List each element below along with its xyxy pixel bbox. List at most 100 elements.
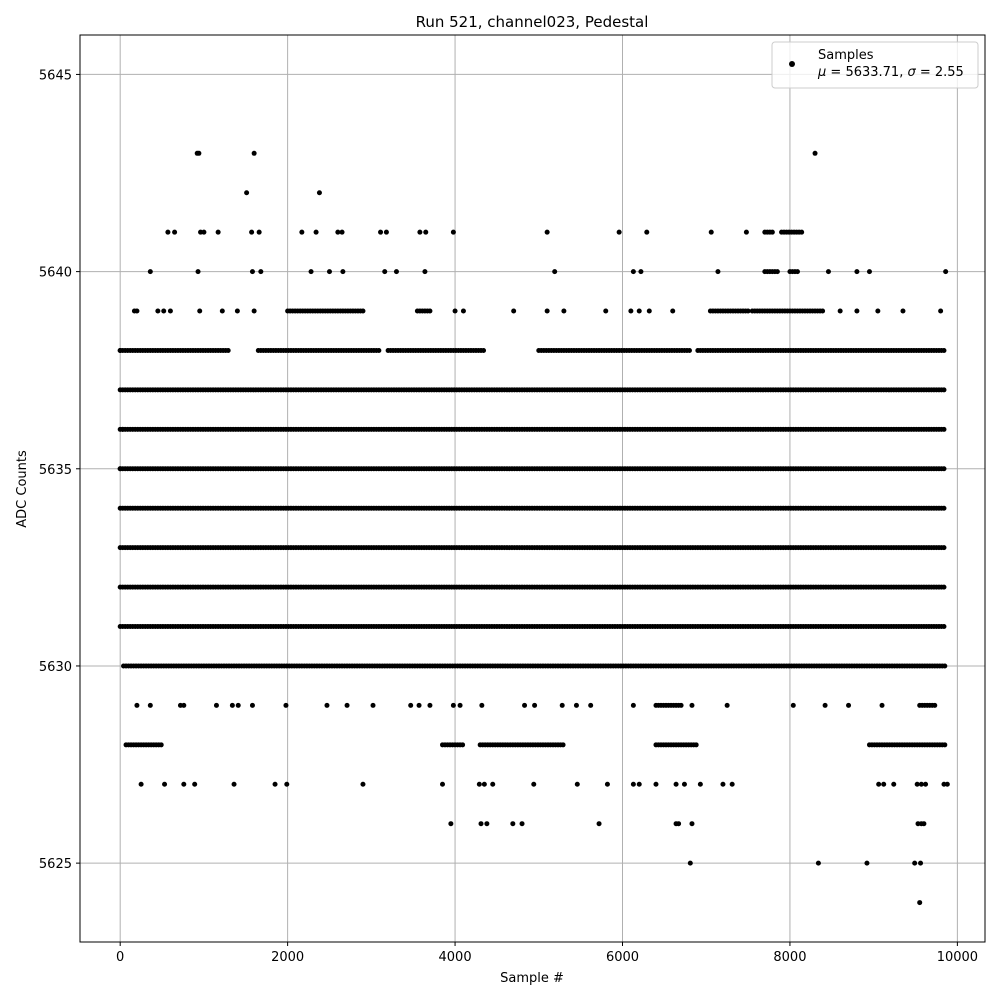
data-point: [344, 702, 350, 708]
data-point: [687, 860, 693, 866]
data-point: [417, 229, 423, 235]
legend-box: [771, 41, 979, 89]
data-point: [891, 781, 897, 787]
data-point: [313, 229, 319, 235]
data-point: [686, 347, 692, 353]
data-point: [370, 702, 376, 708]
data-point: [272, 781, 278, 787]
data-point: [745, 308, 751, 314]
legend-mu-value: = 5633.71,: [826, 65, 907, 80]
data-point: [249, 269, 255, 275]
data-point: [815, 860, 821, 866]
data-point: [560, 742, 566, 748]
x-tick-label: 8000: [773, 950, 806, 965]
data-point: [416, 702, 422, 708]
data-point: [339, 229, 345, 235]
data-point: [644, 229, 650, 235]
data-point: [794, 269, 800, 275]
data-point: [941, 624, 947, 630]
data-point: [820, 308, 826, 314]
data-point: [231, 781, 237, 787]
data-point: [616, 229, 622, 235]
y-tick-label: 5625: [39, 857, 72, 872]
data-point: [942, 742, 948, 748]
data-point: [532, 702, 538, 708]
data-point: [326, 269, 332, 275]
data-point: [636, 308, 642, 314]
data-point: [484, 821, 490, 827]
data-point: [941, 387, 947, 393]
data-point: [561, 308, 567, 314]
data-point: [646, 308, 652, 314]
data-point: [544, 229, 550, 235]
data-point: [932, 702, 938, 708]
y-tick-label: 5645: [39, 68, 72, 83]
data-point: [316, 190, 322, 196]
x-tick-label: 6000: [606, 950, 639, 965]
data-point: [941, 505, 947, 511]
data-point: [181, 702, 187, 708]
y-tick-label: 5635: [39, 463, 72, 478]
data-point: [681, 781, 687, 787]
data-point: [481, 347, 487, 353]
data-point: [875, 308, 881, 314]
data-point: [837, 308, 843, 314]
data-point: [630, 781, 636, 787]
data-point: [729, 781, 735, 787]
data-point: [251, 308, 257, 314]
data-point: [450, 229, 456, 235]
data-point: [559, 702, 565, 708]
data-point: [479, 702, 485, 708]
data-point: [383, 229, 389, 235]
data-point: [942, 663, 948, 669]
data-point: [917, 900, 923, 906]
data-point: [941, 347, 947, 353]
data-point: [423, 229, 429, 235]
data-point: [234, 308, 240, 314]
data-point: [427, 308, 433, 314]
x-tick-label: 0: [116, 950, 124, 965]
data-point: [201, 229, 207, 235]
data-point: [158, 742, 164, 748]
data-point: [490, 781, 496, 787]
data-point: [251, 150, 257, 156]
data-point: [452, 308, 458, 314]
data-point: [628, 308, 634, 314]
data-point: [249, 229, 255, 235]
data-point: [408, 702, 414, 708]
legend-marker: [789, 61, 795, 67]
plot-frame: [79, 34, 986, 943]
data-point: [165, 229, 171, 235]
data-point: [918, 781, 924, 787]
data-point: [881, 781, 887, 787]
data-point: [790, 702, 796, 708]
data-point: [693, 742, 699, 748]
data-point: [769, 229, 775, 235]
data-point: [689, 821, 695, 827]
data-point: [812, 150, 818, 156]
data-point: [450, 702, 456, 708]
data-point: [938, 308, 944, 314]
data-point: [921, 821, 927, 827]
data-point: [196, 150, 202, 156]
data-point: [544, 308, 550, 314]
data-point: [854, 269, 860, 275]
data-point: [522, 702, 528, 708]
data-point: [117, 347, 123, 353]
data-point: [422, 269, 428, 275]
data-point: [825, 269, 831, 275]
data-point: [283, 702, 289, 708]
data-point: [476, 781, 482, 787]
data-point: [155, 308, 161, 314]
data-point: [117, 466, 123, 472]
data-point: [636, 781, 642, 787]
y-axis-label: ADC Counts: [15, 450, 30, 528]
data-point: [510, 821, 516, 827]
data-point: [854, 308, 860, 314]
data-point: [552, 269, 558, 275]
legend-mu-symbol: μ: [817, 65, 826, 80]
data-point: [900, 308, 906, 314]
legend: Samples μ = 5633.71, σ = 2.55: [771, 41, 979, 89]
